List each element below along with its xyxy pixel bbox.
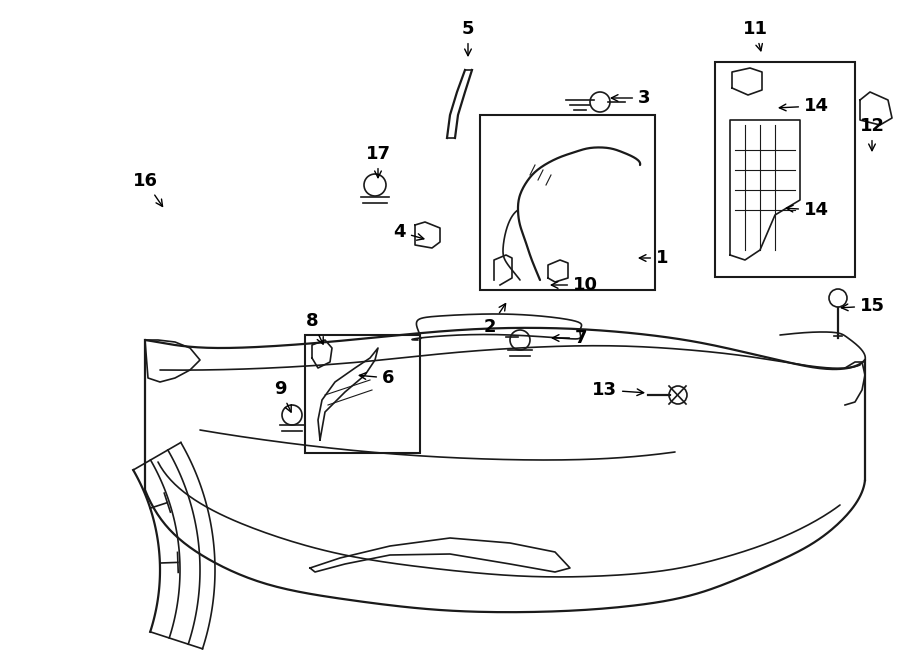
- Text: 10: 10: [552, 276, 598, 294]
- Text: 14: 14: [779, 97, 829, 115]
- Text: 3: 3: [611, 89, 651, 107]
- Text: 13: 13: [592, 381, 644, 399]
- Text: 8: 8: [306, 312, 323, 344]
- Text: 14: 14: [787, 201, 829, 219]
- Text: 9: 9: [274, 380, 292, 412]
- Text: 16: 16: [132, 172, 163, 207]
- Text: 6: 6: [359, 369, 394, 387]
- Text: 4: 4: [393, 223, 424, 241]
- Text: 17: 17: [365, 145, 391, 177]
- Text: 15: 15: [842, 297, 885, 315]
- Text: 7: 7: [553, 329, 588, 347]
- Text: 2: 2: [484, 304, 506, 336]
- Text: 11: 11: [742, 20, 768, 51]
- Text: 5: 5: [462, 20, 474, 56]
- Text: 12: 12: [860, 117, 885, 151]
- Bar: [305, 335, 420, 453]
- Bar: [480, 115, 655, 290]
- Bar: [715, 62, 855, 277]
- Text: 1: 1: [639, 249, 669, 267]
